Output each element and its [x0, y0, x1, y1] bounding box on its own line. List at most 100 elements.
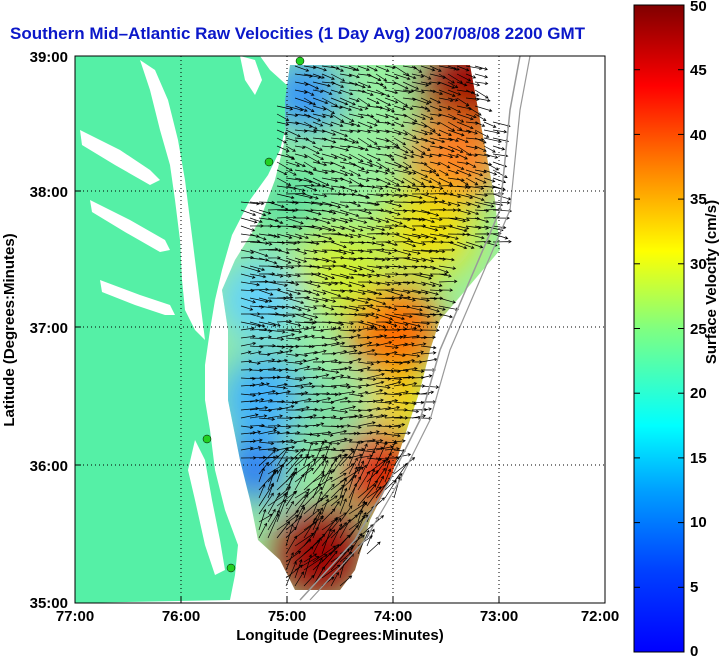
- velocity-arrow: [411, 121, 428, 128]
- velocity-arrow: [375, 217, 390, 224]
- colorbar-tick-label: 40: [690, 127, 707, 144]
- velocity-arrow: [348, 297, 369, 304]
- velocity-arrow: [348, 357, 362, 363]
- velocity-arrow: [384, 405, 401, 411]
- velocity-arrow: [474, 65, 488, 71]
- velocity-arrow: [339, 105, 352, 111]
- velocity-arrow: [447, 225, 468, 233]
- velocity-arrow: [420, 113, 434, 120]
- velocity-arrow: [348, 514, 369, 531]
- velocity-arrow: [294, 521, 317, 539]
- velocity-arrow: [321, 201, 341, 209]
- velocity-arrow: [330, 429, 348, 435]
- velocity-arrow: [348, 169, 361, 177]
- velocity-arrow: [303, 574, 315, 587]
- velocity-arrow: [330, 341, 346, 347]
- velocity-arrow: [447, 89, 462, 96]
- velocity-arrow: [357, 443, 368, 467]
- velocity-arrow: [429, 137, 446, 144]
- velocity-arrow: [240, 225, 256, 232]
- velocity-arrow: [303, 137, 316, 145]
- velocity-arrow: [240, 249, 255, 254]
- velocity-arrow: [276, 177, 292, 186]
- velocity-arrow: [402, 366, 418, 371]
- velocity-arrow: [375, 377, 392, 381]
- velocity-arrow: [285, 161, 301, 168]
- velocity-arrow: [420, 177, 433, 183]
- velocity-arrow: [447, 153, 460, 158]
- velocity-arrow: [303, 169, 314, 175]
- velocity-arrow: [375, 359, 390, 364]
- velocity-arrow: [285, 510, 300, 523]
- colorbar-tick-label: 20: [690, 385, 707, 402]
- velocity-arrow: [258, 483, 266, 499]
- velocity-arrow: [330, 145, 350, 152]
- velocity-arrow: [474, 129, 490, 138]
- velocity-arrow: [321, 483, 335, 499]
- velocity-arrow: [267, 492, 281, 515]
- velocity-arrow: [312, 249, 328, 254]
- velocity-arrow: [375, 177, 391, 185]
- velocity-arrow: [339, 113, 355, 122]
- velocity-arrow: [303, 145, 320, 155]
- velocity-arrow: [393, 423, 406, 427]
- velocity-arrow: [312, 511, 322, 531]
- velocity-arrow: [312, 545, 337, 563]
- velocity-arrow: [393, 265, 408, 270]
- velocity-arrow: [258, 398, 274, 403]
- velocity-arrow: [312, 289, 327, 295]
- velocity-arrow: [375, 89, 391, 98]
- velocity-arrow: [447, 121, 463, 131]
- colorbar-ticks: [634, 4, 684, 653]
- velocity-arrow: [420, 209, 440, 217]
- velocity-arrow: [411, 73, 425, 78]
- velocity-arrow: [474, 121, 486, 127]
- velocity-arrow: [303, 344, 315, 349]
- velocity-arrow: [312, 373, 330, 379]
- velocity-arrow: [249, 297, 269, 304]
- velocity-arrow: [366, 438, 384, 443]
- velocity-arrow: [402, 334, 421, 339]
- velocity-arrow: [366, 185, 384, 190]
- velocity-arrow: [303, 177, 321, 186]
- velocity-arrow: [240, 265, 261, 273]
- velocity-arrow: [402, 161, 412, 169]
- colorbar-tick-label: 0: [690, 643, 698, 659]
- velocity-arrow: [258, 367, 277, 371]
- velocity-arrow: [456, 73, 472, 82]
- velocity-arrow: [366, 201, 381, 206]
- velocity-arrow: [492, 233, 509, 240]
- velocity-arrow: [420, 289, 439, 296]
- velocity-arrow: [357, 361, 375, 366]
- velocity-arrow: [303, 97, 317, 106]
- velocity-arrow: [465, 177, 479, 185]
- velocity-arrow: [384, 89, 399, 95]
- velocity-arrow: [420, 81, 432, 86]
- velocity-arrow: [294, 454, 310, 467]
- velocity-arrow: [339, 305, 360, 312]
- velocity-arrow: [348, 105, 364, 112]
- velocity-arrow: [348, 369, 364, 373]
- colorbar-tick-label: 35: [690, 191, 707, 208]
- velocity-arrow: [312, 422, 325, 427]
- velocity-arrow: [393, 81, 409, 90]
- velocity-arrow: [294, 467, 314, 483]
- velocity-arrow: [474, 169, 488, 174]
- velocity-arrow: [348, 281, 366, 288]
- velocity-arrow: [267, 468, 276, 491]
- depth-contour: [299, 56, 521, 601]
- velocity-arrow: [303, 508, 321, 523]
- velocity-arrow: [357, 454, 374, 459]
- velocity-arrow: [285, 408, 305, 412]
- velocity-arrow: [411, 321, 431, 326]
- velocity-arrow: [366, 459, 386, 475]
- velocity-arrow: [447, 169, 460, 175]
- velocity-arrow: [402, 185, 420, 191]
- velocity-arrow: [294, 326, 310, 331]
- velocity-arrow: [294, 439, 308, 443]
- velocity-arrow: [429, 265, 449, 274]
- velocity-arrow: [456, 145, 472, 156]
- velocity-arrow: [285, 453, 303, 475]
- velocity-arrow: [303, 407, 319, 412]
- velocity-arrow: [438, 233, 459, 240]
